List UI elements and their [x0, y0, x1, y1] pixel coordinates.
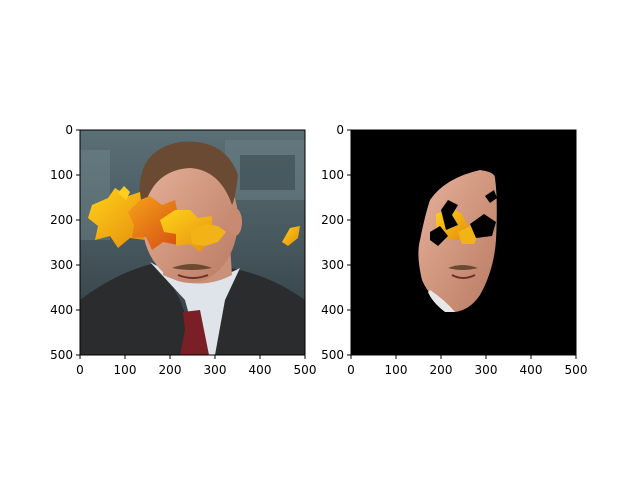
y-tick-label: 100: [50, 168, 73, 182]
x-tick-label: 100: [114, 363, 137, 377]
x-tick-label: 0: [347, 363, 355, 377]
x-tick-label: 0: [76, 363, 84, 377]
y-tick-label: 500: [50, 348, 73, 362]
y-tick-label: 300: [321, 258, 344, 272]
x-tick-label: 400: [520, 363, 543, 377]
x-tick-label: 200: [430, 363, 453, 377]
y-tick-label: 0: [65, 123, 73, 137]
x-tick-label: 300: [204, 363, 227, 377]
y-tick-label: 100: [321, 168, 344, 182]
y-tick-label: 500: [321, 348, 344, 362]
y-tick-label: 200: [321, 213, 344, 227]
y-tick-label: 400: [50, 303, 73, 317]
right-image: [351, 130, 576, 355]
y-tick-label: 400: [321, 303, 344, 317]
x-tick-label: 100: [385, 363, 408, 377]
x-tick-label: 200: [159, 363, 182, 377]
right-axes-frame: [350, 129, 577, 356]
x-tick-label: 500: [565, 363, 588, 377]
x-tick-label: 500: [294, 363, 317, 377]
x-tick-label: 300: [475, 363, 498, 377]
left-axes-frame: [79, 129, 306, 356]
x-tick-label: 400: [249, 363, 272, 377]
y-tick-label: 200: [50, 213, 73, 227]
y-tick-label: 0: [336, 123, 344, 137]
left-image: [80, 130, 305, 355]
leaf-overlay: [88, 186, 300, 252]
y-tick-label: 300: [50, 258, 73, 272]
